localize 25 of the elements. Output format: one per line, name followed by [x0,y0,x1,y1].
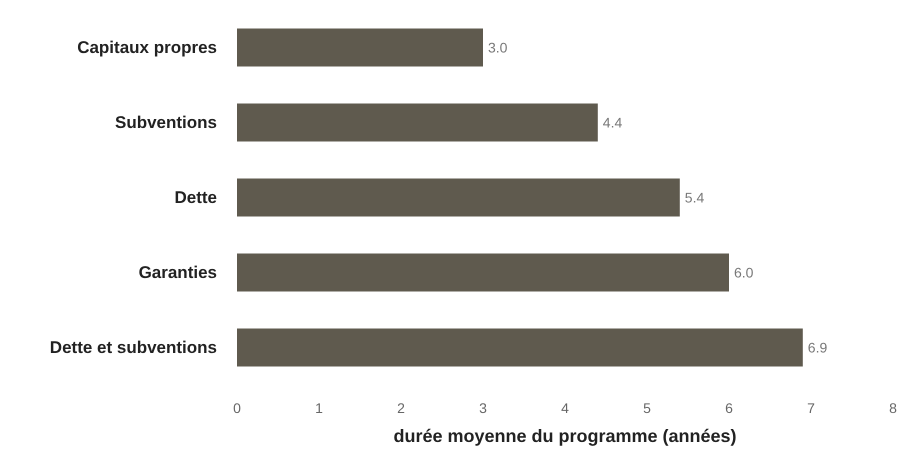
x-tick-label: 0 [233,400,242,416]
x-tick-label: 3 [479,400,488,416]
y-tick-label: Capitaux propres [77,38,217,57]
x-tick-label: 2 [397,400,406,416]
x-tick-label: 5 [643,400,652,416]
y-tick-label: Subventions [114,113,217,132]
y-tick-label: Dette et subventions [50,338,217,357]
data-label: 6.9 [808,340,828,356]
x-tick-label: 1 [315,400,324,416]
bar [237,328,803,366]
bar [237,178,680,216]
data-label: 4.4 [602,114,622,130]
bar [237,104,598,142]
x-tick-label: 8 [889,400,898,416]
data-label: 3.0 [488,40,508,56]
bar [237,28,483,66]
x-axis-title: durée moyenne du programme (années) [393,426,737,446]
data-label: 6.0 [734,264,754,280]
data-label: 5.4 [684,190,704,206]
x-tick-label: 7 [807,400,816,416]
x-tick-label: 4 [561,400,570,416]
y-tick-label: Dette [174,188,217,207]
y-tick-label: Garanties [138,263,217,282]
x-tick-label: 6 [725,400,734,416]
bar [237,254,729,292]
